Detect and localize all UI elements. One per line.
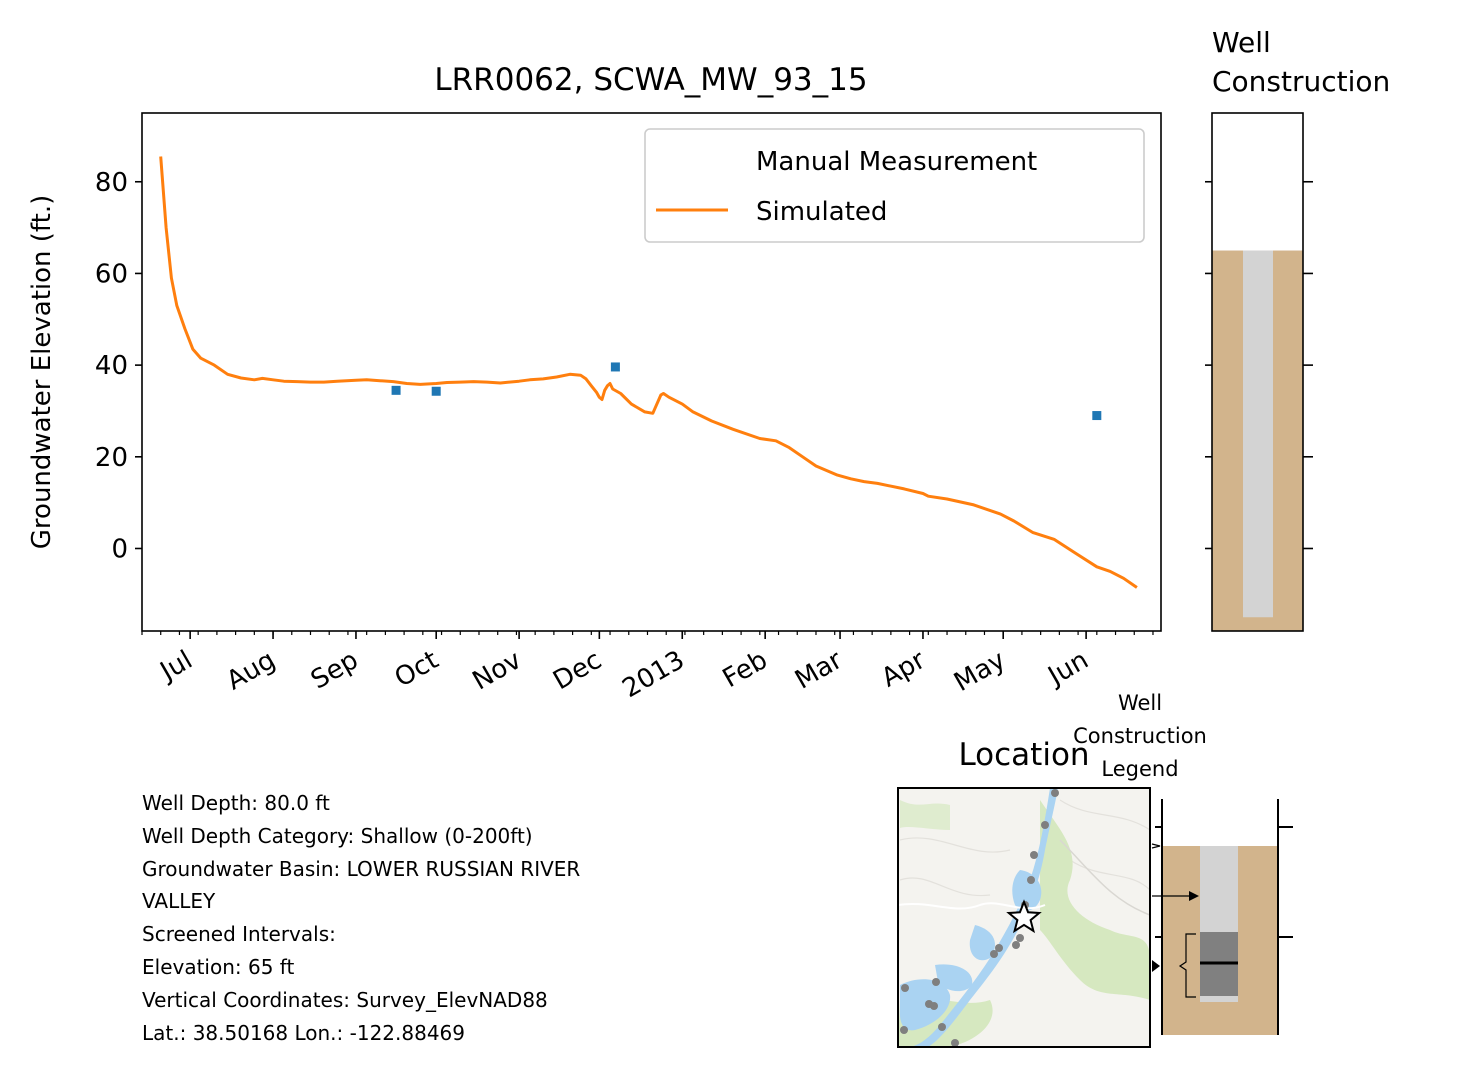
x-tick-label: Jul bbox=[154, 645, 198, 688]
well-construction-title-line1: Well bbox=[1212, 26, 1271, 59]
map-point bbox=[995, 944, 1003, 952]
y-axis-label: Groundwater Elevation (ft.) bbox=[27, 195, 57, 549]
x-tick-label: Sep bbox=[306, 645, 363, 695]
info-vertical: Vertical Coordinates: Survey_ElevNAD88 bbox=[142, 987, 548, 1012]
y-ticks: 0 20 40 60 80 bbox=[95, 168, 142, 564]
legend-label-simulated: Simulated bbox=[756, 197, 887, 227]
x-tick-label: May bbox=[949, 645, 1011, 698]
x-tick-label: Oct bbox=[390, 645, 444, 693]
map-points bbox=[900, 789, 1059, 1047]
well-casing bbox=[1243, 250, 1273, 618]
info-elevation: Elevation: 65 ft bbox=[142, 954, 295, 979]
x-ticks: Jul Aug Sep Oct Nov Dec 2013 Feb Mar Apr May Jun bbox=[141, 631, 1154, 704]
map-point bbox=[900, 1026, 908, 1034]
x-tick-label: Apr bbox=[877, 645, 931, 694]
map-point bbox=[932, 978, 940, 986]
wcl-arrow-stub bbox=[1151, 843, 1161, 849]
map-point bbox=[938, 1023, 946, 1031]
map-point bbox=[1030, 851, 1038, 859]
well-construction-legend: Well Construction Legend bbox=[1073, 691, 1293, 1035]
y-tick-label: 0 bbox=[111, 534, 128, 564]
simulated-line bbox=[159, 156, 1138, 589]
well-construction-title-line2: Construction bbox=[1212, 65, 1390, 98]
location-title: Location bbox=[958, 737, 1089, 773]
y-tick-label: 40 bbox=[95, 351, 128, 381]
well-construction-panel: Well Construction bbox=[1205, 26, 1390, 632]
x-tick-label: Feb bbox=[718, 645, 773, 694]
manual-measurement-point bbox=[431, 386, 441, 396]
manual-measurement-point bbox=[391, 385, 401, 395]
map-point bbox=[1016, 934, 1024, 942]
y-tick-label: 20 bbox=[95, 443, 128, 473]
info-basin-cont: VALLEY bbox=[142, 889, 216, 914]
manual-measurement-point bbox=[1092, 411, 1102, 421]
legend-box bbox=[644, 128, 1145, 243]
wcl-marker bbox=[1152, 960, 1160, 972]
y-tick-label: 60 bbox=[95, 259, 128, 289]
map-vegetation bbox=[900, 800, 950, 830]
manual-measurement-point bbox=[610, 362, 620, 372]
info-screened: Screened Intervals: bbox=[142, 922, 336, 947]
map-point bbox=[990, 950, 998, 958]
map-lake bbox=[935, 964, 973, 992]
plot-series bbox=[159, 156, 1138, 589]
x-tick-label: 2013 bbox=[617, 645, 689, 704]
well-location-star-icon bbox=[1006, 899, 1042, 934]
y-tick-label: 80 bbox=[95, 168, 128, 198]
plot-frame bbox=[141, 112, 1162, 632]
map-vegetation bbox=[1040, 800, 1150, 1000]
map-point bbox=[1041, 821, 1049, 829]
map-road bbox=[1059, 839, 1150, 916]
x-tick-label: Aug bbox=[222, 645, 281, 696]
x-tick-label: Dec bbox=[548, 645, 607, 696]
map-point bbox=[1012, 941, 1020, 949]
info-depth-category: Well Depth Category: Shallow (0-200ft) bbox=[142, 823, 533, 848]
x-tick-label: Jun bbox=[1042, 645, 1094, 692]
wcl-arrow-head bbox=[1189, 891, 1199, 901]
location-map: Location bbox=[897, 737, 1151, 1048]
location-frame bbox=[897, 787, 1151, 1048]
info-basin: Groundwater Basin: LOWER RUSSIAN RIVER bbox=[142, 856, 581, 881]
chart-title: LRR0062, SCWA_MW_93_15 bbox=[434, 62, 867, 98]
x-tick-label: Nov bbox=[468, 645, 527, 696]
wcl-title-line2: Construction bbox=[1073, 724, 1207, 748]
wcl-title-line3: Legend bbox=[1101, 757, 1178, 781]
legend: Manual Measurement Simulated bbox=[644, 128, 1145, 243]
main-chart: LRR0062, SCWA_MW_93_15 Groundwater Eleva… bbox=[27, 62, 1162, 704]
map-point bbox=[930, 1002, 938, 1010]
map-contour bbox=[899, 799, 1150, 961]
map-lake bbox=[899, 979, 951, 1031]
info-latlon: Lat.: 38.50168 Lon.: -122.88469 bbox=[142, 1020, 466, 1045]
well-construction-ticks bbox=[1205, 180, 1313, 550]
well-info-text: Well Depth: 80.0 ft Well Depth Category: … bbox=[142, 787, 580, 1049]
map-point bbox=[901, 984, 909, 992]
x-tick-label: Mar bbox=[790, 645, 848, 696]
legend-label-manual: Manual Measurement bbox=[756, 147, 1037, 177]
wcl-title-line1: Well bbox=[1118, 691, 1162, 715]
info-well-depth: Well Depth: 80.0 ft bbox=[142, 791, 330, 815]
wcl-bracket bbox=[1178, 933, 1196, 998]
map-point bbox=[1027, 876, 1035, 884]
map-lake bbox=[969, 925, 995, 961]
well-construction-frame bbox=[1211, 112, 1304, 632]
map-point bbox=[951, 1039, 959, 1047]
map-point bbox=[1051, 789, 1059, 797]
